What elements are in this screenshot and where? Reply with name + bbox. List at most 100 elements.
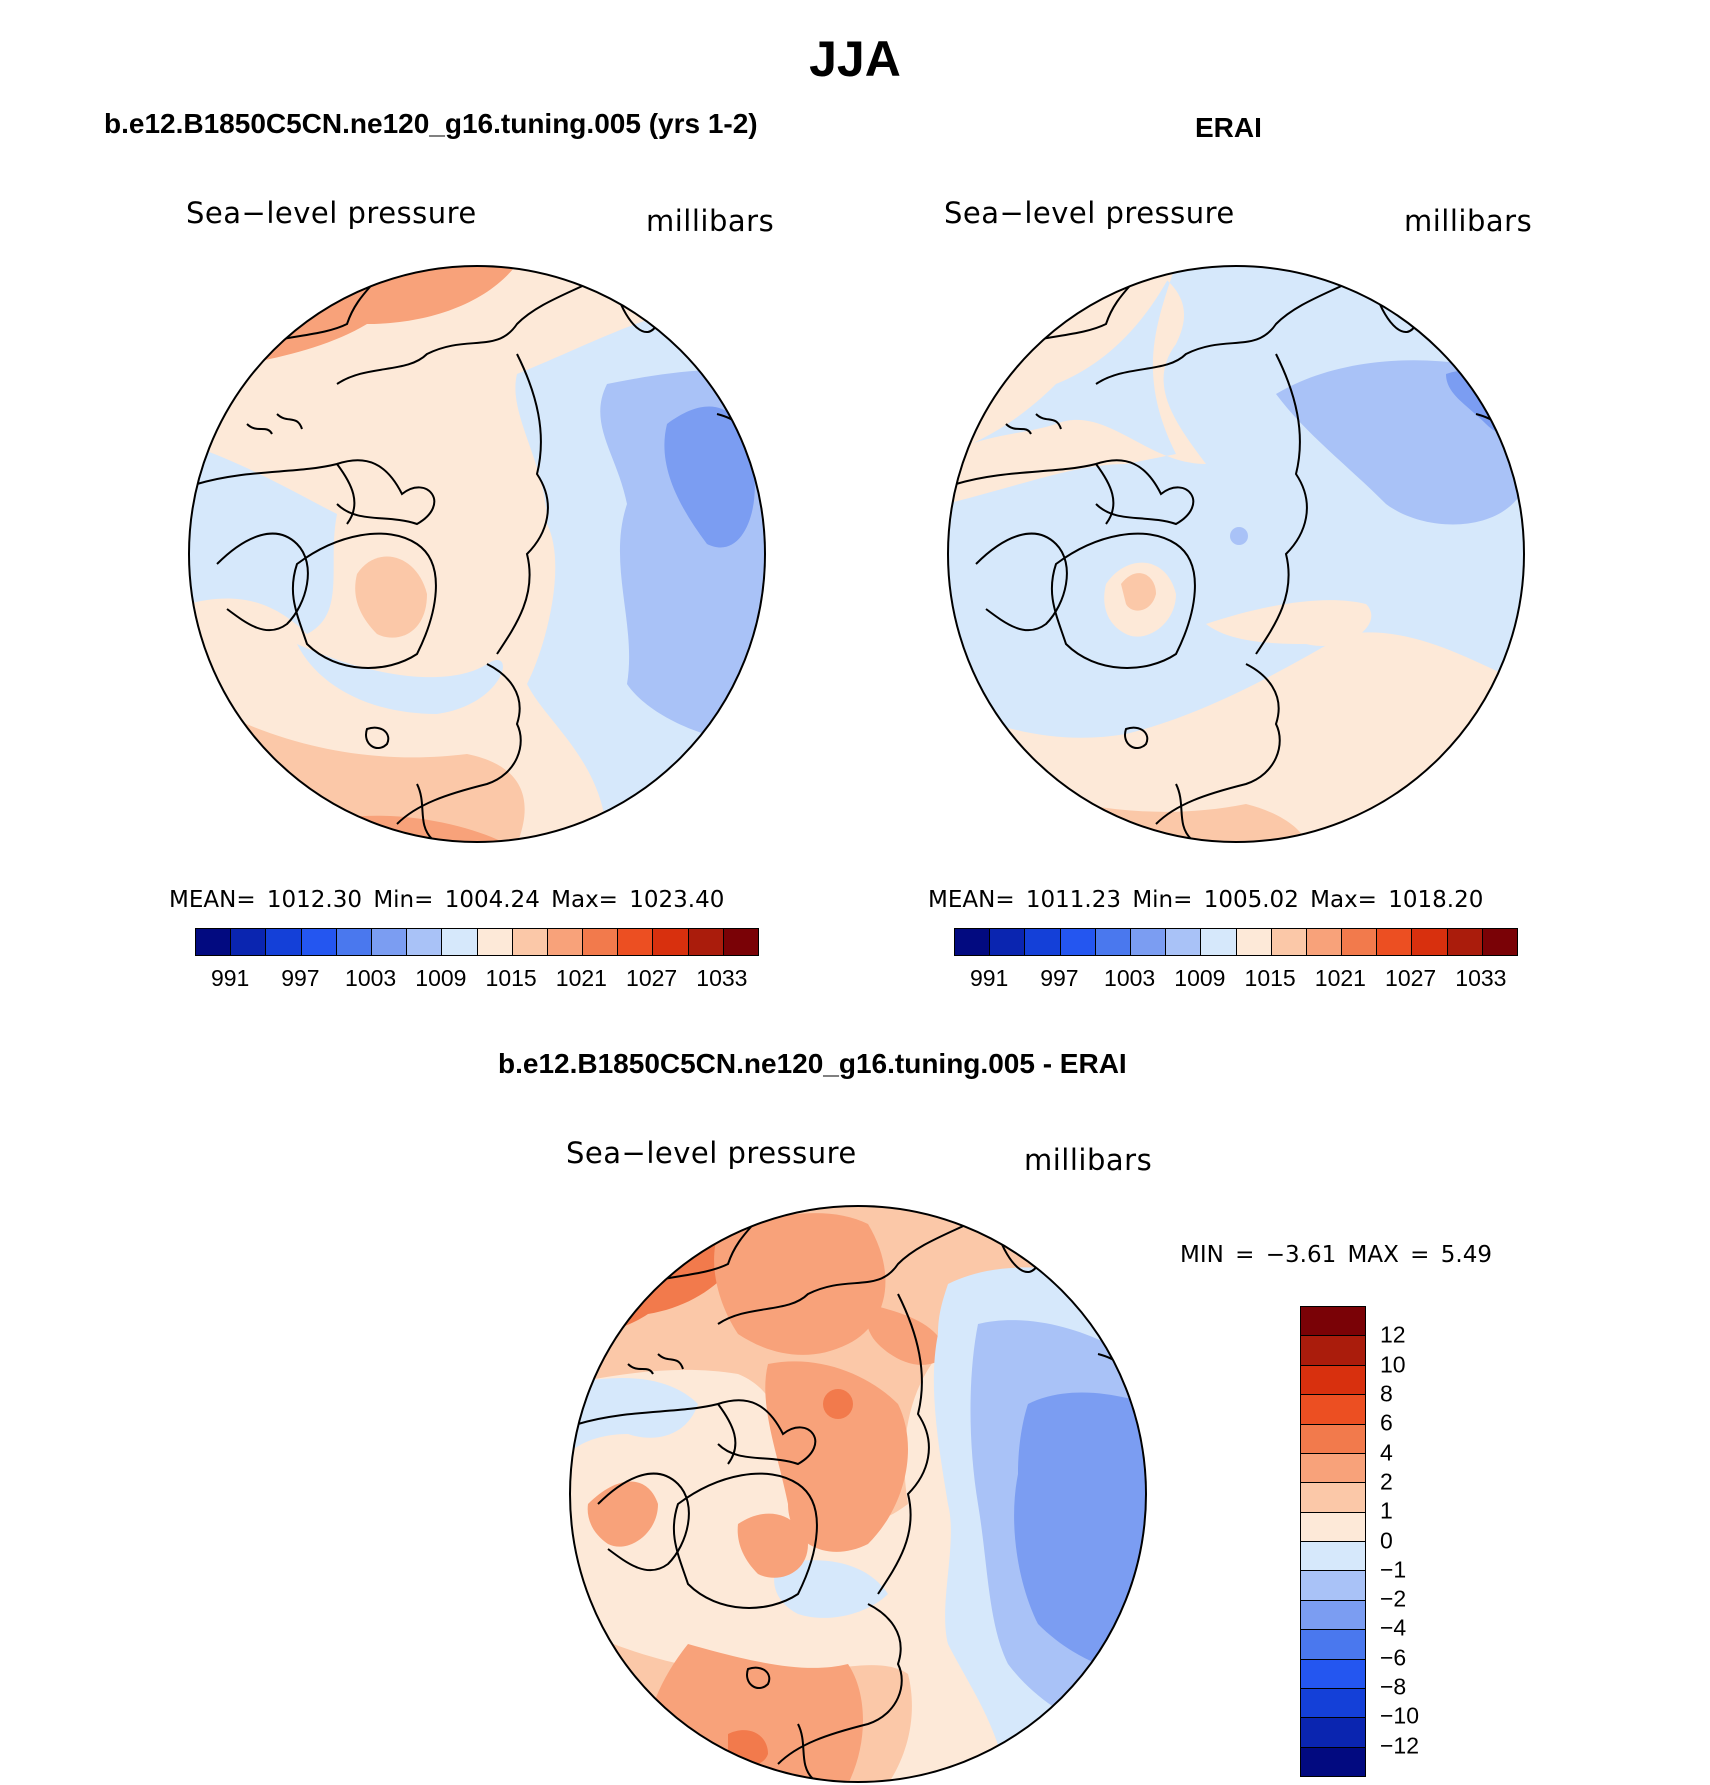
- colorbar-label: 1015: [485, 965, 537, 991]
- panel-2-colorbar: [954, 928, 1518, 956]
- figure-title: JJA: [809, 31, 901, 87]
- colorbar-box: [990, 929, 1026, 955]
- colorbar-box: [1166, 929, 1202, 955]
- panel-2-stats: MEAN= 1011.23 Min= 1005.02 Max= 1018.20: [928, 887, 1484, 913]
- colorbar-box: [371, 929, 408, 955]
- colorbar-label: −1: [1380, 1556, 1407, 1583]
- colorbar-label: 997: [1040, 965, 1079, 991]
- colorbar-box: [583, 929, 619, 955]
- colorbar-box: [1301, 1659, 1365, 1689]
- colorbar-box: [1236, 929, 1272, 955]
- colorbar-label: −12: [1380, 1732, 1420, 1759]
- colorbar-box: [1301, 1747, 1365, 1776]
- colorbar-box: [1301, 1571, 1365, 1601]
- colorbar-label: 1015: [1244, 965, 1296, 991]
- colorbar-box: [1482, 929, 1517, 955]
- colorbar-box: [1412, 929, 1448, 955]
- colorbar-box: [1130, 929, 1167, 955]
- colorbar-box: [1095, 929, 1131, 955]
- colorbar-box: [1271, 929, 1307, 955]
- colorbar-label: −2: [1380, 1585, 1407, 1612]
- colorbar-box: [196, 929, 232, 955]
- colorbar-box: [442, 929, 478, 955]
- colorbar-label: 1: [1380, 1497, 1393, 1524]
- colorbar-label: 997: [281, 965, 320, 991]
- panel-2-units: millibars: [1404, 204, 1533, 238]
- colorbar-label: −6: [1380, 1644, 1407, 1671]
- panel-1-units: millibars: [646, 204, 775, 238]
- colorbar-box: [1060, 929, 1096, 955]
- colorbar-box: [336, 929, 372, 955]
- panel-1-stats: MEAN= 1012.30 Min= 1004.24 Max= 1023.40: [169, 887, 725, 913]
- colorbar-box: [1301, 1718, 1365, 1748]
- colorbar-box: [1447, 929, 1483, 955]
- colorbar-box: [1301, 1483, 1365, 1513]
- colorbar-box: [266, 929, 302, 955]
- colorbar-box: [1301, 1395, 1365, 1425]
- colorbar-label: 1033: [696, 965, 748, 991]
- colorbar-box: [688, 929, 724, 955]
- colorbar-box: [1301, 1365, 1365, 1396]
- colorbar-label: −10: [1380, 1702, 1420, 1729]
- colorbar-label: 991: [969, 965, 1009, 991]
- panel-2-colorbar-labels: 991 997 1003 1009 1015 1021 1027 1033: [954, 965, 1516, 995]
- colorbar-box: [955, 929, 991, 955]
- panel-3-units: millibars: [1024, 1143, 1153, 1177]
- panel-3-stats: MIN = −3.61 MAX = 5.49: [1180, 1242, 1492, 1268]
- colorbar-box: [1025, 929, 1061, 955]
- colorbar-label: 8: [1380, 1380, 1393, 1407]
- panel-3-colorbar-labels: 12 10 8 6 4 2 1 0 −1 −2 −4 −6 −8 −10 −12: [1380, 1306, 1460, 1775]
- colorbar-box: [1301, 1688, 1365, 1719]
- colorbar-label: 1027: [1385, 965, 1437, 991]
- panel-1-map: [188, 265, 766, 843]
- colorbar-box: [1301, 1512, 1365, 1542]
- panel-3-map: [569, 1205, 1147, 1783]
- panel-2-title: ERAI: [1195, 112, 1262, 143]
- colorbar-box: [547, 929, 584, 955]
- colorbar-label: 12: [1380, 1321, 1406, 1348]
- colorbar-label: −8: [1380, 1673, 1407, 1700]
- colorbar-box: [1201, 929, 1237, 955]
- colorbar-label: 0: [1380, 1527, 1393, 1553]
- colorbar-label: 1027: [626, 965, 678, 991]
- colorbar-label: 2: [1380, 1468, 1393, 1495]
- panel-2-map: [947, 265, 1525, 843]
- panel-1-colorbar-labels: 991 997 1003 1009 1015 1021 1027 1033: [195, 965, 757, 995]
- colorbar-label: 6: [1380, 1409, 1393, 1436]
- colorbar-box: [1301, 1600, 1365, 1631]
- colorbar-label: −4: [1380, 1614, 1407, 1641]
- colorbar-box: [231, 929, 267, 955]
- colorbar-box: [723, 929, 758, 955]
- colorbar-label: 4: [1380, 1439, 1393, 1466]
- colorbar-box: [618, 929, 654, 955]
- colorbar-label: 991: [210, 965, 250, 991]
- panel-3-variable: Sea−level pressure: [566, 1136, 857, 1170]
- panel-1-variable: Sea−level pressure: [186, 196, 477, 230]
- panel-3-title: b.e12.B1850C5CN.ne120_g16.tuning.005 - E…: [498, 1048, 1127, 1079]
- panel-2-variable: Sea−level pressure: [944, 196, 1235, 230]
- colorbar-box: [512, 929, 548, 955]
- colorbar-box: [1301, 1453, 1365, 1484]
- colorbar-box: [1301, 1542, 1365, 1572]
- colorbar-box: [301, 929, 337, 955]
- colorbar-box: [1377, 929, 1413, 955]
- colorbar-label: 1009: [1174, 965, 1226, 991]
- colorbar-box: [1301, 1424, 1365, 1454]
- colorbar-box: [1301, 1336, 1365, 1366]
- colorbar-box: [1301, 1630, 1365, 1660]
- colorbar-box: [653, 929, 689, 955]
- colorbar-label: 1003: [1104, 965, 1156, 991]
- colorbar-box: [407, 929, 443, 955]
- colorbar-box: [477, 929, 513, 955]
- colorbar-label: 10: [1380, 1351, 1406, 1378]
- colorbar-box: [1306, 929, 1343, 955]
- panel-1-title: b.e12.B1850C5CN.ne120_g16.tuning.005 (yr…: [104, 108, 758, 139]
- colorbar-box: [1342, 929, 1378, 955]
- colorbar-label: 1033: [1455, 965, 1507, 991]
- panel-1-colorbar: [195, 928, 759, 956]
- colorbar-label: 1009: [415, 965, 467, 991]
- panel-3-colorbar: [1300, 1306, 1366, 1777]
- colorbar-label: 1021: [1314, 965, 1366, 991]
- colorbar-label: 1021: [555, 965, 607, 991]
- colorbar-box: [1301, 1307, 1365, 1337]
